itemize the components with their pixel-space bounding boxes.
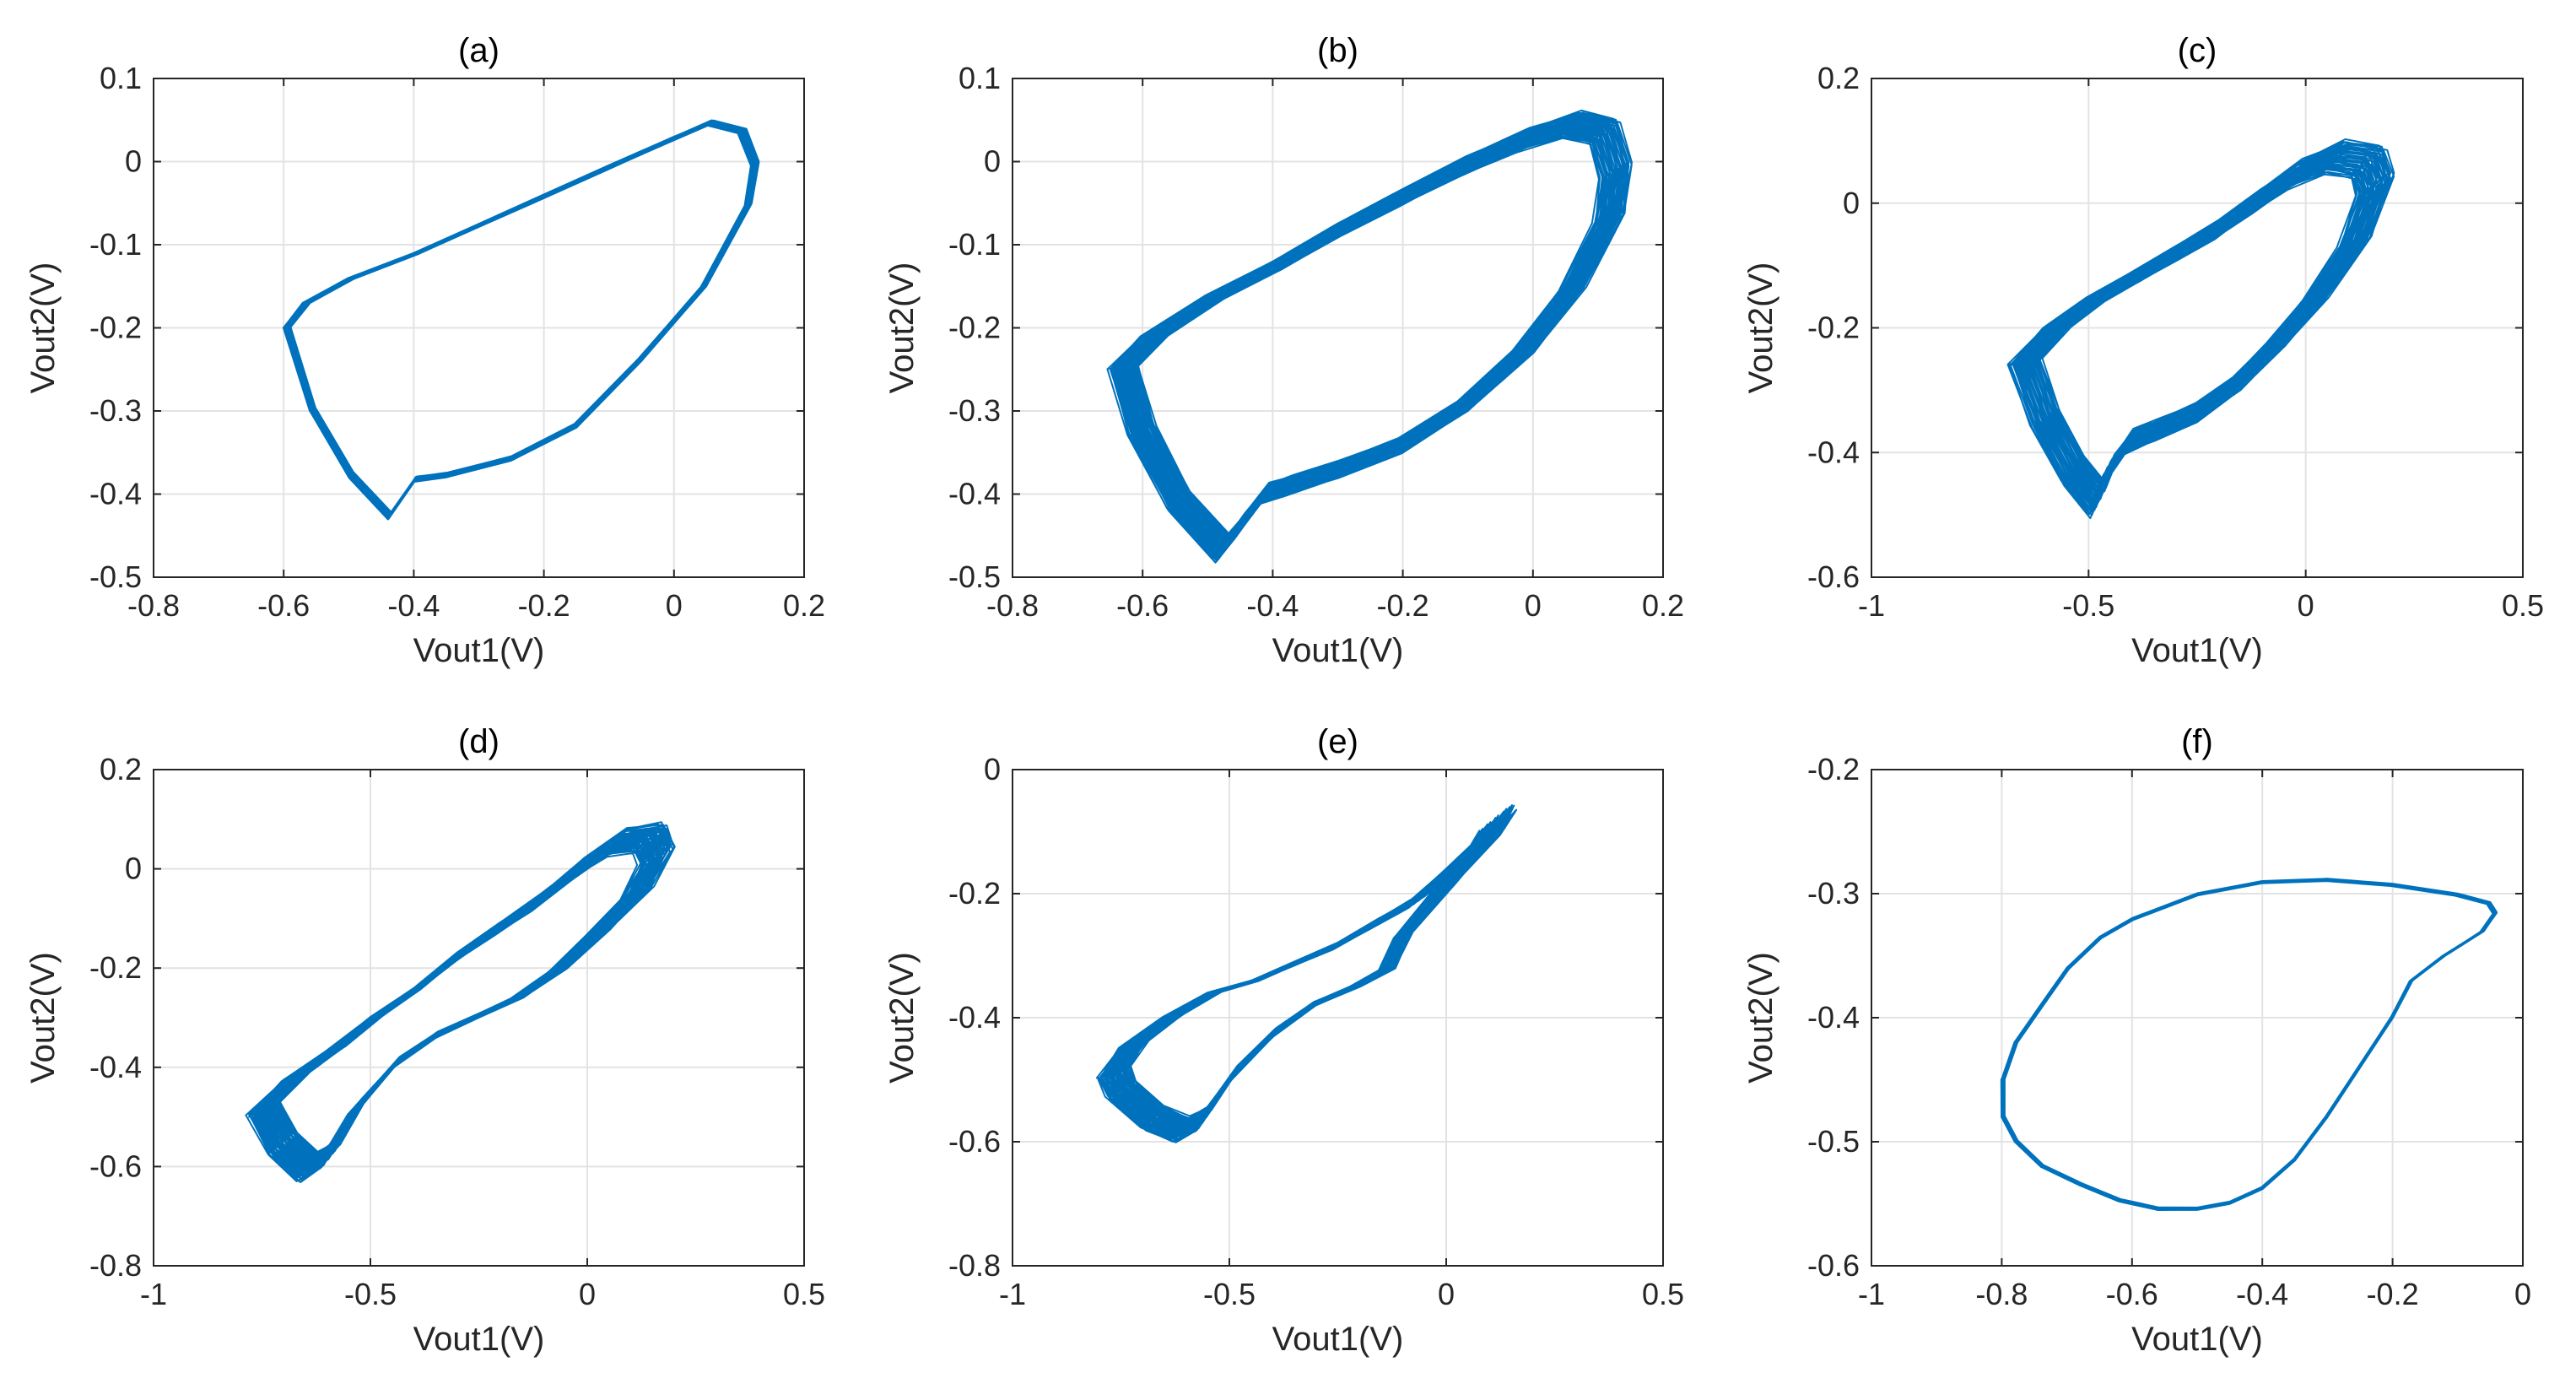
y-tick-label-b-5: 0 <box>984 144 1001 179</box>
y-tick-label-a-5: 0 <box>125 144 142 179</box>
x-tick-label-e-1: -0.5 <box>1203 1277 1256 1311</box>
panel-title-f: (f) <box>2181 723 2213 760</box>
y-tick-label-e-2: -0.4 <box>948 1000 1001 1035</box>
attractor-trace-d <box>245 821 676 1183</box>
x-tick-label-d-0: -1 <box>140 1277 167 1311</box>
x-tick-label-f-3: -0.4 <box>2236 1277 2288 1311</box>
x-tick-label-d-1: -0.5 <box>344 1277 397 1311</box>
y-tick-label-f-1: -0.5 <box>1807 1124 1860 1159</box>
y-tick-label-a-6: 0.1 <box>100 61 142 95</box>
attractor-trace-f <box>2000 878 2498 1211</box>
x-tick-label-e-2: 0 <box>1438 1277 1455 1311</box>
x-tick-label-a-5: 0.2 <box>783 588 825 623</box>
y-tick-label-c-0: -0.6 <box>1807 559 1860 594</box>
y-tick-label-c-3: 0 <box>1843 186 1860 220</box>
y-tick-label-d-3: -0.2 <box>89 950 142 985</box>
panel-a: -0.8 -0.6 -0.4 -0.2 0 0.2 -0.5 -0.4 -0.3 -0.2 -0.1… <box>24 32 825 669</box>
panel-title-c: (c) <box>2178 32 2217 69</box>
y-tick-label-c-2: -0.2 <box>1807 311 1860 345</box>
panel-title-a: (a) <box>458 32 500 69</box>
panel-b: -0.8 -0.6 -0.4 -0.2 0 0.2 -0.5 -0.4 -0.3 -0.2 -0.1… <box>883 32 1684 669</box>
x-tick-label-b-4: 0 <box>1525 588 1542 623</box>
y-tick-label-b-4: -0.1 <box>948 227 1001 262</box>
x-axis-label-d: Vout1(V) <box>413 1321 545 1358</box>
x-tick-label-b-2: -0.4 <box>1246 588 1299 623</box>
y-tick-label-f-3: -0.3 <box>1807 876 1860 911</box>
y-tick-label-d-5: 0.2 <box>100 752 142 786</box>
y-tick-label-a-2: -0.3 <box>89 393 142 428</box>
y-tick-label-a-0: -0.5 <box>89 559 142 594</box>
y-axis-label-c: Vout2(V) <box>1742 262 1779 394</box>
y-tick-label-a-1: -0.4 <box>89 477 142 511</box>
x-tick-label-b-5: 0.2 <box>1642 588 1684 623</box>
y-tick-label-a-3: -0.2 <box>89 311 142 345</box>
y-tick-label-f-0: -0.6 <box>1807 1248 1860 1283</box>
y-tick-label-d-4: 0 <box>125 851 142 886</box>
y-tick-label-f-2: -0.4 <box>1807 1000 1860 1035</box>
x-tick-label-f-2: -0.6 <box>2106 1277 2158 1311</box>
y-axis-label-b: Vout2(V) <box>883 262 921 394</box>
x-axis-label-b: Vout1(V) <box>1272 632 1404 669</box>
x-tick-label-f-4: -0.2 <box>2367 1277 2419 1311</box>
x-tick-label-c-0: -1 <box>1858 588 1885 623</box>
x-tick-label-b-1: -0.6 <box>1116 588 1169 623</box>
x-tick-label-a-4: 0 <box>666 588 683 623</box>
x-tick-label-d-3: 0.5 <box>783 1277 825 1311</box>
x-tick-label-f-0: -1 <box>1858 1277 1885 1311</box>
y-tick-label-b-3: -0.2 <box>948 311 1001 345</box>
x-axis-label-f: Vout1(V) <box>2131 1321 2263 1358</box>
attractor-trace-e <box>1095 804 1518 1143</box>
x-axis-label-c: Vout1(V) <box>2131 632 2263 669</box>
panel-e: -1 -0.5 0 0.5 -0.8 -0.6 -0.4 -0.2 0 (e) Vout1(V) Vo… <box>883 723 1684 1358</box>
x-tick-label-b-0: -0.8 <box>986 588 1039 623</box>
panel-c: -1 -0.5 0 0.5 -0.6 -0.4 -0.2 0 0.2 (c) Vout1(V) Vou… <box>1742 32 2544 669</box>
panel-f: -1 -0.8 -0.6 -0.4 -0.2 0 -0.6 -0.5 -0.4 -0.3 -0.2 (… <box>1742 723 2531 1358</box>
x-tick-label-c-3: 0.5 <box>2502 588 2544 623</box>
y-axis-label-a: Vout2(V) <box>24 262 62 394</box>
y-tick-label-a-4: -0.1 <box>89 227 142 262</box>
panel-title-d: (d) <box>458 723 500 760</box>
y-tick-label-f-4: -0.2 <box>1807 752 1860 786</box>
y-tick-label-b-2: -0.3 <box>948 393 1001 428</box>
x-tick-label-c-2: 0 <box>2298 588 2314 623</box>
x-tick-label-a-2: -0.4 <box>387 588 440 623</box>
y-tick-label-c-4: 0.2 <box>1817 61 1860 95</box>
y-tick-label-b-1: -0.4 <box>948 477 1001 511</box>
attractor-trace-a <box>282 119 760 521</box>
panel-title-e: (e) <box>1317 723 1358 760</box>
panel-title-b: (b) <box>1317 32 1358 69</box>
x-tick-label-c-1: -0.5 <box>2062 588 2114 623</box>
x-tick-label-f-5: 0 <box>2514 1277 2531 1311</box>
x-tick-label-e-3: 0.5 <box>1642 1277 1684 1311</box>
y-tick-label-b-0: -0.5 <box>948 559 1001 594</box>
y-tick-label-e-0: -0.8 <box>948 1248 1001 1283</box>
x-tick-label-e-0: -1 <box>999 1277 1026 1311</box>
y-tick-label-c-1: -0.4 <box>1807 435 1860 469</box>
panel-d: -1 -0.5 0 0.5 -0.8 -0.6 -0.4 -0.2 0 0.2 (d) Vout1(V… <box>24 723 825 1358</box>
x-tick-label-a-0: -0.8 <box>127 588 180 623</box>
y-axis-label-d: Vout2(V) <box>24 952 62 1084</box>
y-tick-label-e-4: 0 <box>984 752 1001 786</box>
y-tick-label-e-3: -0.2 <box>948 876 1001 911</box>
y-tick-label-d-1: -0.6 <box>89 1148 142 1183</box>
x-tick-label-a-1: -0.6 <box>257 588 310 623</box>
y-axis-label-e: Vout2(V) <box>883 952 921 1084</box>
y-tick-label-d-0: -0.8 <box>89 1248 142 1283</box>
axes-frame-d <box>153 769 805 1267</box>
x-tick-label-d-2: 0 <box>579 1277 596 1311</box>
x-axis-label-e: Vout1(V) <box>1272 1321 1404 1358</box>
y-tick-label-b-6: 0.1 <box>959 61 1001 95</box>
y-tick-label-e-1: -0.6 <box>948 1124 1001 1159</box>
x-tick-label-f-1: -0.8 <box>1975 1277 2028 1311</box>
attractor-trace-b <box>1106 109 1633 564</box>
y-axis-label-f: Vout2(V) <box>1742 952 1779 1084</box>
y-tick-label-d-2: -0.4 <box>89 1050 142 1084</box>
x-axis-label-a: Vout1(V) <box>413 632 545 669</box>
attractor-trace-c <box>2006 138 2395 520</box>
x-tick-label-b-3: -0.2 <box>1377 588 1429 623</box>
x-tick-label-a-3: -0.2 <box>518 588 570 623</box>
